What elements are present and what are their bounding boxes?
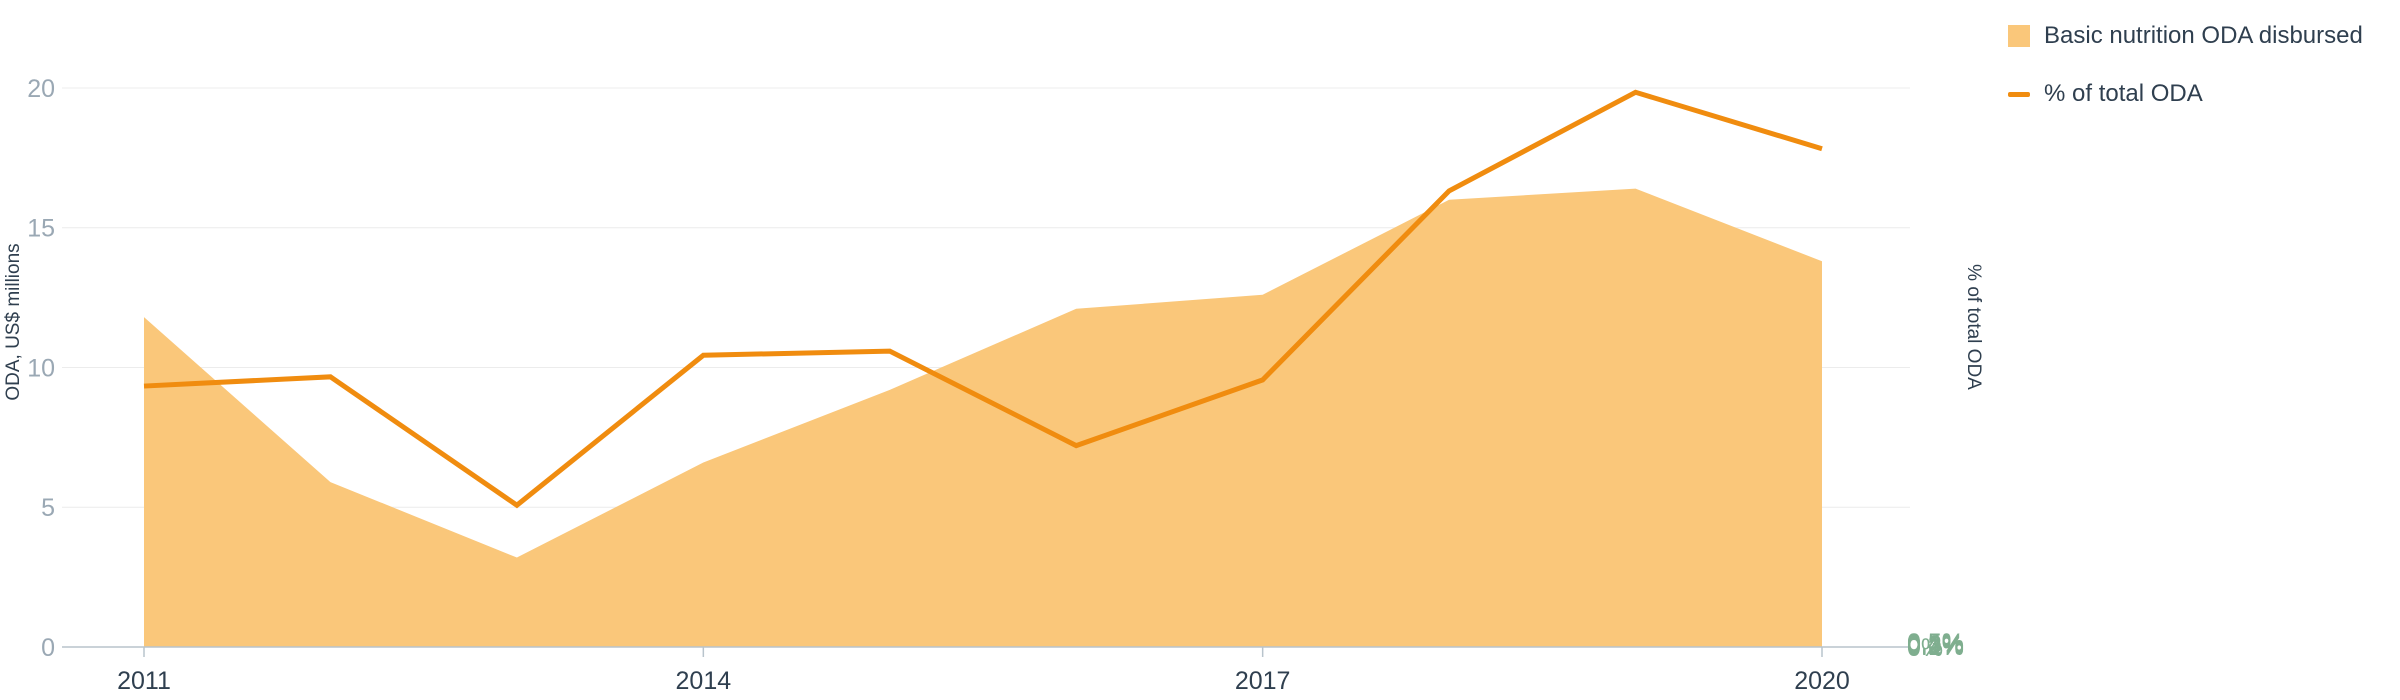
x-tick-label: 2011 xyxy=(117,667,171,695)
y-left-tick-label: 0 xyxy=(41,634,55,662)
y-right-tick-label: 0.3% xyxy=(1907,631,1964,659)
y-left-tick-label: 20 xyxy=(27,75,55,103)
area-series xyxy=(143,188,1823,648)
x-tick-label: 2014 xyxy=(676,667,732,695)
tick-labels: 0 5 10 15 20 0%0.1%0.2%0.3%0.4%0.5% 2011 2014 20… xyxy=(27,75,1964,695)
y-left-tick-label: 15 xyxy=(27,215,55,243)
percent-line xyxy=(143,89,1823,509)
y-right-tick-label: 0.4% xyxy=(1907,630,1964,658)
y-right-axis-title: % of total ODA xyxy=(1963,264,1984,390)
y-left-tick-label: 10 xyxy=(27,354,55,382)
x-tick-label: 2017 xyxy=(1235,667,1291,695)
y-right-tick-label: 0.1% xyxy=(1907,633,1964,661)
legend-line-label: % of total ODA xyxy=(2044,80,2203,107)
legend-area-label: Basic nutrition ODA disbursed xyxy=(2044,22,2363,49)
y-right-tick-label: 0% xyxy=(1907,634,1943,662)
legend-line-swatch xyxy=(2008,91,2030,97)
y-right-tick-label: 0.2% xyxy=(1907,632,1964,660)
axis-layer xyxy=(62,646,1910,657)
y-left-tick-label: 5 xyxy=(41,494,55,522)
legend-item-line[interactable]: % of total ODA xyxy=(2008,76,2363,112)
legend-item-area[interactable]: Basic nutrition ODA disbursed xyxy=(2008,18,2363,54)
legend: Basic nutrition ODA disbursed % of total… xyxy=(2008,18,2363,134)
y-right-tick-label: 0.5% xyxy=(1907,629,1964,657)
area-fill xyxy=(144,188,1822,648)
y-left-axis-title: ODA, US$ millions xyxy=(3,243,24,400)
x-tick-label: 2020 xyxy=(1794,667,1850,695)
line-series xyxy=(143,89,1823,509)
legend-area-swatch xyxy=(2008,25,2030,47)
